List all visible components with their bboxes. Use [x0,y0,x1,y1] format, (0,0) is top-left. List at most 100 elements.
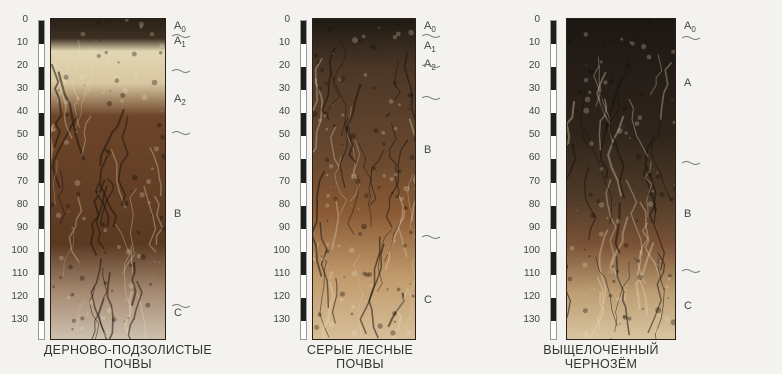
soil-crack [117,116,129,206]
soil-speckle [331,104,333,106]
soil-speckle [569,245,575,251]
depth-tick-label: 20 [278,60,290,72]
soil-crack [143,185,157,253]
soil-speckle [403,185,410,192]
soil-speckle [153,146,159,152]
soil-crack [358,143,372,228]
soil-speckle [648,173,652,177]
soil-speckle [361,223,367,230]
soil-speckle [116,245,121,249]
depth-tick-label: 40 [278,106,290,118]
soil-speckle [350,312,354,316]
soil-speckle [377,323,383,329]
soil-crack [637,222,649,284]
horizon-boundary-mark [682,36,700,41]
soil-speckle [671,49,675,54]
soil-speckle [341,143,344,146]
ruler-bar [38,20,45,340]
soil-speckle [588,44,590,46]
depth-tick-label: 0 [534,14,540,25]
soil-crack [584,166,597,240]
soil-speckle [636,35,639,37]
soil-speckle [578,159,581,161]
soil-speckle [582,204,584,207]
soil-speckle [51,202,54,208]
soil-speckle [339,76,346,82]
soil-speckle [615,218,621,224]
soil-speckle [150,59,153,62]
soil-speckle [141,255,143,257]
soil-speckle [634,121,640,126]
soil-speckle [588,90,592,94]
ruler-segment [301,159,306,183]
soil-speckle [317,312,322,317]
soil-crack [599,91,626,199]
soil-speckle [350,133,357,139]
soil-speckle [71,328,74,331]
soil-speckle [363,73,368,77]
soil-speckle [120,64,123,66]
soil-speckle [409,230,413,235]
soil-speckle [136,230,141,235]
soil-speckle [588,254,591,258]
soil-crack [387,292,405,328]
depth-tick-label: 80 [16,198,28,210]
horizon-boundary-mark [422,63,440,68]
soil-crack [319,222,330,309]
ruler-segment [551,205,556,229]
soil-crack [319,255,330,338]
soil-speckle [332,52,335,55]
depth-tick-label: 40 [16,106,28,118]
soil-crack [588,291,605,339]
soil-speckle [393,239,397,243]
horizon-boundary-mark [422,234,440,239]
soil-crack [628,98,649,158]
soil-speckle [149,282,152,286]
soil-speckle [329,271,334,275]
soil-speckle [161,110,163,112]
soil-speckle [350,205,352,207]
soil-speckle [325,127,329,131]
soil-speckle [97,192,100,195]
soil-speckle [316,60,320,64]
soil-crack [331,198,340,250]
soil-speckle [70,292,75,297]
soil-speckle [99,39,101,42]
soil-crack [72,39,81,128]
depth-tick-label: 20 [528,60,540,72]
soil-speckle [582,308,588,314]
soil-speckle [136,253,142,259]
soil-crack [580,90,590,149]
soil-speckle [603,80,608,85]
soil-speckle [105,59,111,65]
soil-speckle [634,304,636,307]
depth-tick-label: 30 [278,83,290,95]
soil-crack [384,194,404,271]
soil-crack [334,156,347,215]
soil-speckle [117,61,120,64]
soil-speckle [659,47,662,50]
soil-crack [347,175,359,236]
soil-speckle [120,92,126,98]
soil-speckle [575,110,578,114]
soil-crack [606,115,625,197]
depth-tick-label: 100 [523,244,540,256]
soil-crack [81,115,92,157]
soil-speckle [386,288,389,291]
soil-speckle [328,275,333,280]
soil-speckle [382,174,386,178]
soil-speckle [106,307,113,314]
soil-speckle [577,219,579,221]
soil-speckle [665,285,669,289]
soil-speckle [660,260,663,263]
soil-speckle [75,130,78,133]
soil-speckle [320,256,326,261]
soil-speckle [313,53,319,58]
horizon-label: A1 [174,35,186,50]
ruler-segment [301,205,306,229]
ruler-segment [39,251,44,275]
soil-crack [405,286,413,336]
soil-speckle [326,265,329,268]
depth-tick-label: 20 [16,60,28,72]
soil-speckle [617,128,623,134]
